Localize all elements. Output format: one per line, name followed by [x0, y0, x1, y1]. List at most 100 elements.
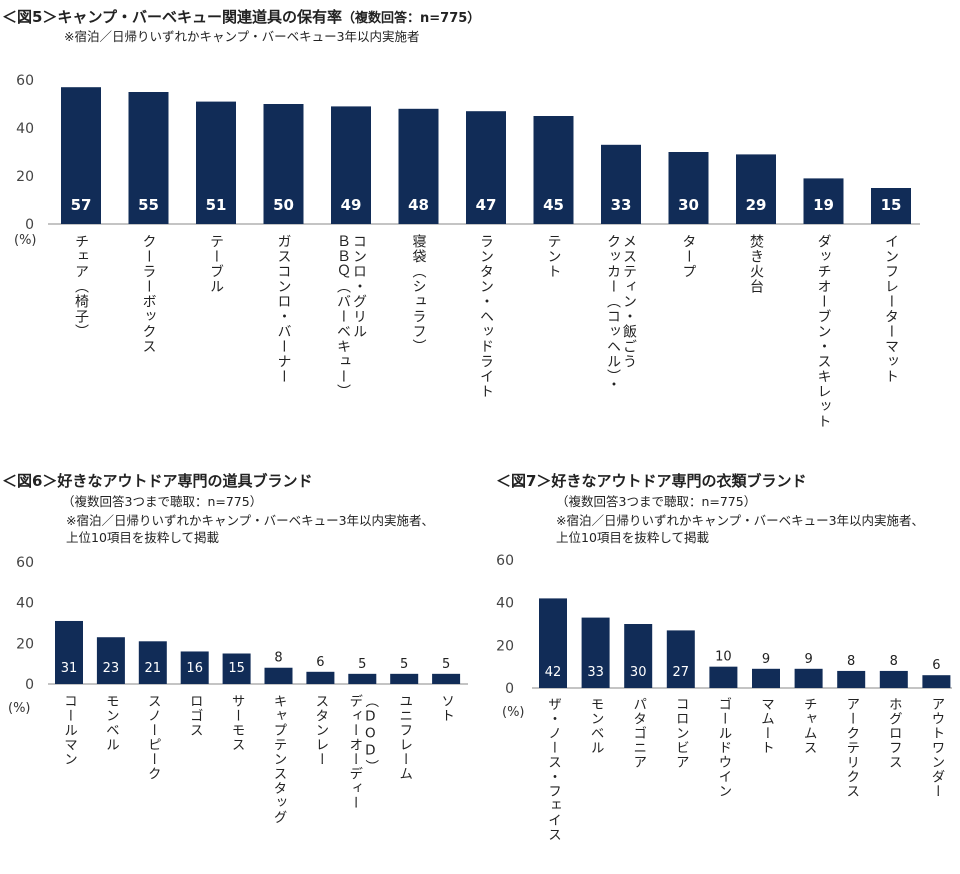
fig5-bar [736, 154, 776, 224]
fig6-category-label: ユニフレーム [396, 694, 413, 781]
fig6-y-tick: 0 [25, 677, 34, 693]
fig5-category-label: 寝袋（シュラフ） [410, 234, 427, 354]
category-label-line: アークテリクス [843, 697, 860, 799]
category-label-line: パタゴニア [630, 697, 647, 770]
fig6-data-label: 5 [358, 657, 366, 672]
fig6-data-label: 5 [400, 657, 408, 672]
fig5-bar [668, 152, 709, 224]
fig5-data-label: 50 [273, 196, 294, 214]
fig7-category-label: ザ・ノース・フェイス [545, 697, 561, 842]
fig5-bar [871, 188, 911, 224]
category-label-line: タープ [680, 234, 697, 279]
fig5-bar [601, 144, 641, 224]
category-label-line: ソト [438, 694, 455, 723]
fig7-data-label: 8 [847, 654, 855, 669]
fig6-data-label: 15 [228, 661, 245, 676]
fig6-data-label: 23 [103, 661, 120, 676]
fig7-category-label: コロンビア [672, 697, 689, 770]
category-label-line: キャプテンスタッグ [270, 694, 287, 825]
category-label-line: スタンレー [312, 694, 329, 767]
fig7-title: ＜図7＞好きなアウトドア専門の衣類ブランド [496, 472, 807, 490]
fig7-category-label: ホグロフス [885, 697, 902, 770]
fig7-category-label: アウトワンダー [928, 697, 944, 799]
category-label-line: コールマン [61, 694, 77, 767]
fig7-bar [879, 670, 908, 688]
fig5-bar [331, 106, 371, 224]
fig7-bar [539, 598, 567, 688]
category-label-line: コロンビア [672, 697, 689, 770]
fig7-bar [709, 666, 738, 688]
fig7-category-label: ゴールドウイン [715, 697, 731, 799]
fig6-bar [180, 651, 209, 684]
fig7-bar [922, 675, 951, 688]
fig6-data-label: 21 [145, 661, 162, 676]
fig6-data-label: 16 [186, 661, 203, 676]
category-label-line: クッカー（コッヘル）・ [605, 234, 621, 392]
fig7-category-label: チャムス [801, 697, 817, 755]
fig7-bar [581, 617, 610, 688]
category-label-line: ダッチオーブン・スキレット [815, 234, 832, 429]
fig5-bar [466, 111, 506, 224]
fig7-data-label: 30 [630, 665, 647, 680]
fig6-subtitle2: 上位10項目を抜粋して掲載 [66, 530, 220, 545]
category-label-line: （DOD） [362, 694, 379, 774]
fig7-category-label: モンベル [587, 697, 604, 755]
fig6-category-label: モンベル [103, 694, 119, 752]
category-label-line: メスティン・飯ごう [621, 234, 637, 369]
fig5-data-label: 30 [678, 196, 699, 214]
fig6-category-label: ロゴス [187, 694, 203, 738]
fig7-title-note: （複数回答3つまで聴取：n=775） [556, 494, 757, 509]
fig6-category-label: コールマン [61, 694, 77, 767]
fig5-bar [533, 116, 574, 224]
fig6-bar [222, 653, 251, 684]
category-label-line: ＢＢＱ（バーベキュー） [335, 234, 351, 399]
fig6-y-tick: 20 [16, 636, 34, 652]
category-label-line: ホグロフス [885, 697, 902, 770]
category-label-line: 寝袋（シュラフ） [410, 234, 427, 354]
fig5-data-label: 51 [206, 196, 227, 214]
category-label-line: 焚き火台 [748, 234, 764, 294]
fig5-category-label: クーラーボックス [140, 234, 157, 354]
category-label-line: ランタン・ヘッドライト [478, 234, 494, 399]
fig7-data-label: 33 [587, 665, 604, 680]
fig6-bar [55, 620, 83, 684]
category-label-line: テント [545, 234, 562, 279]
category-label-line: ユニフレーム [396, 694, 413, 781]
fig5-bar [803, 178, 844, 224]
fig5-y-tick: 40 [16, 121, 34, 137]
fig6-bar [138, 641, 167, 684]
fig5-category-label: テント [545, 234, 562, 279]
fig6-title-note: （複数回答3つまで聴取：n=775） [62, 494, 263, 509]
fig5-data-label: 45 [543, 196, 564, 214]
fig5-bar [128, 92, 169, 224]
fig6-subtitle: ※宿泊／日帰りいずれかキャンプ・バーベキュー3年以内実施者、 [66, 513, 435, 528]
category-label-line: テーブル [208, 234, 224, 294]
fig7-data-label: 8 [890, 654, 898, 669]
fig7-data-label: 9 [804, 652, 812, 667]
fig5-bar [263, 104, 304, 224]
fig7-subtitle2: 上位10項目を抜粋して掲載 [556, 530, 710, 545]
fig6-category-label: スノーピーク [145, 694, 161, 781]
fig6-bar [432, 673, 461, 684]
category-label-line: ザ・ノース・フェイス [545, 697, 561, 842]
fig6-data-label: 8 [274, 651, 282, 666]
fig5-category-label: ガスコンロ・バーナー [276, 234, 292, 384]
fig6-category-label: ディーオーディー （DOD） [346, 694, 379, 810]
category-label-line: サーモス [228, 694, 245, 752]
fig6-bar [306, 671, 335, 684]
fig5-bar [196, 101, 236, 224]
fig5-category-label: ダッチオーブン・スキレット [815, 234, 832, 429]
fig6-category-label: サーモス [228, 694, 245, 752]
fig7-y-tick: 60 [496, 553, 514, 569]
category-label-line: クーラーボックス [140, 234, 157, 354]
fig5-data-label: 55 [138, 196, 159, 214]
fig6-bar [96, 637, 125, 684]
fig7-data-label: 27 [673, 665, 690, 680]
fig6-y-tick: 60 [16, 555, 34, 571]
fig5-title: ＜図5＞キャンプ・バーベキュー関連道具の保有率（複数回答：n=775） [2, 8, 481, 26]
fig7-y-tick: 0 [505, 681, 514, 697]
fig7-data-label: 6 [932, 658, 940, 673]
category-label-line: モンベル [587, 697, 604, 755]
